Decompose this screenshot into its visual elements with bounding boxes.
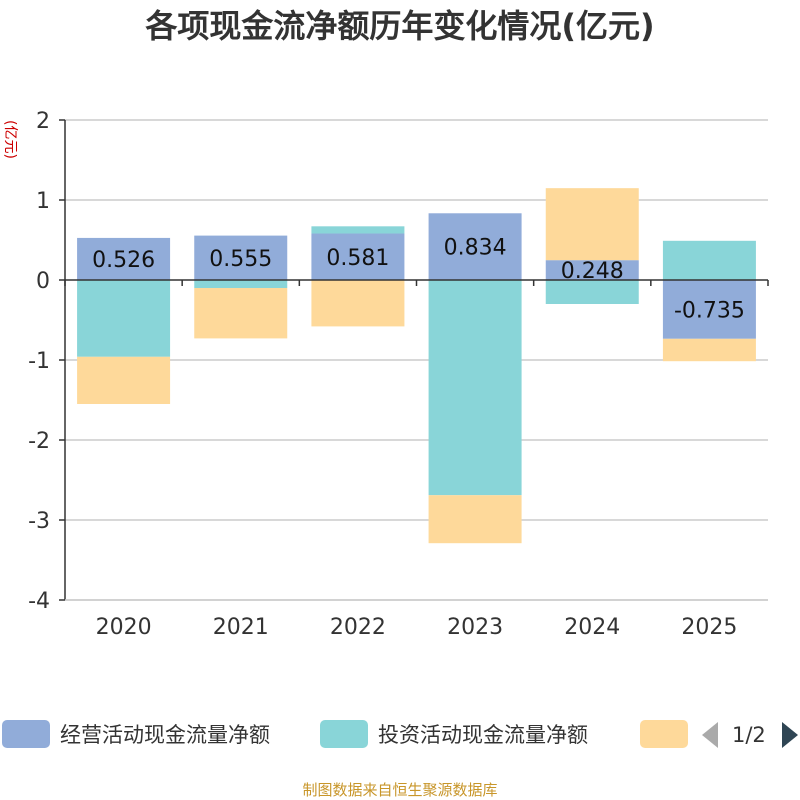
data-label: 0.248: [561, 259, 624, 284]
legend-swatch: [320, 720, 368, 748]
gridlines: [65, 119, 768, 601]
legend-label: 投资活动现金流量净额: [378, 723, 588, 747]
x-tick-label: 2022: [330, 615, 386, 640]
bar: [545, 188, 639, 261]
x-tick-label: 2023: [447, 615, 503, 640]
axes: 2 1 0 -1 -2 -3 -4 2020 2021 2022 2023 2024 2025: [28, 109, 769, 640]
bar: [662, 280, 756, 339]
bar: [662, 240, 756, 280]
bar: [311, 233, 405, 280]
legend: 经营活动现金流量净额 投资活动现金流量净额 1/2: [2, 720, 798, 748]
x-tick-label: 2024: [564, 615, 620, 640]
legend-swatch: [640, 720, 688, 748]
x-tick-label: 2025: [681, 615, 737, 640]
bar: [545, 280, 639, 304]
bar: [428, 495, 522, 544]
y-tick-label: 1: [36, 189, 50, 214]
bar: [311, 226, 405, 234]
y-tick-label: 0: [36, 269, 50, 294]
y-tick-label: -1: [28, 349, 50, 374]
bar: [662, 338, 756, 362]
y-tick-label: -2: [28, 429, 50, 454]
data-label: 0.526: [92, 248, 155, 273]
bar: [428, 280, 522, 496]
bar-series: [77, 188, 756, 544]
legend-pager: 1/2: [732, 723, 766, 747]
chart-title: 各项现金流净额历年变化情况(亿元): [145, 7, 654, 45]
data-label: 0.581: [326, 246, 389, 271]
bar: [311, 280, 405, 327]
chevron-left-icon: [702, 722, 718, 748]
x-tick-label: 2021: [213, 615, 269, 640]
y-axis-unit-label: (亿元): [2, 120, 18, 159]
y-tick-label: -4: [28, 589, 50, 614]
data-label: 0.834: [444, 236, 507, 261]
data-label: 0.555: [209, 247, 272, 272]
bar: [545, 260, 639, 280]
bar: [194, 235, 288, 280]
chevron-right-icon: [782, 722, 798, 748]
legend-label: 经营活动现金流量净额: [60, 723, 270, 747]
bar: [77, 280, 171, 357]
bar: [194, 280, 288, 288]
x-tick-label: 2020: [96, 615, 152, 640]
data-label: -0.735: [674, 298, 745, 323]
data-labels: 0.526 0.555 0.581 0.834 0.248 -0.735: [92, 236, 745, 324]
y-tick-label: 2: [36, 109, 50, 134]
bar: [428, 213, 522, 280]
legend-swatch: [2, 720, 50, 748]
bar: [194, 288, 288, 339]
bar: [77, 356, 171, 404]
bar: [77, 237, 171, 280]
y-tick-label: -3: [28, 509, 50, 534]
source-note: 制图数据来自恒生聚源数据库: [302, 781, 497, 799]
